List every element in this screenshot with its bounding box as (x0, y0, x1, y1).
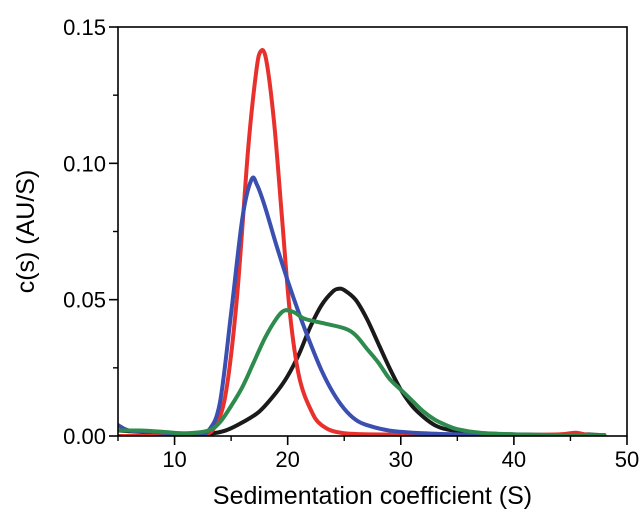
x-tick-label-30: 30 (389, 447, 413, 472)
x-tick-label-40: 40 (502, 447, 526, 472)
tick-layer: 10 20 30 40 50 0.00 0.05 0.10 0.15 (63, 15, 639, 472)
x-tick-label-50: 50 (615, 447, 639, 472)
series-line-3 (118, 175, 584, 436)
series-line-2 (118, 48, 607, 436)
y-tick-label-0.10: 0.10 (63, 151, 106, 176)
y-axis-label: c(s) (AU/S) (12, 170, 40, 294)
series-line-4 (118, 308, 607, 436)
plot-frame (117, 26, 628, 437)
y-tick-label-0.05: 0.05 (63, 288, 106, 313)
y-tick-label-0.15: 0.15 (63, 15, 106, 40)
x-tick-label-10: 10 (162, 447, 186, 472)
series-layer (118, 48, 607, 436)
x-tick-label-20: 20 (275, 447, 299, 472)
series-line-1 (118, 286, 607, 436)
x-axis-label: Sedimentation coefficient (S) (213, 482, 532, 510)
y-tick-label-0.00: 0.00 (63, 424, 106, 449)
